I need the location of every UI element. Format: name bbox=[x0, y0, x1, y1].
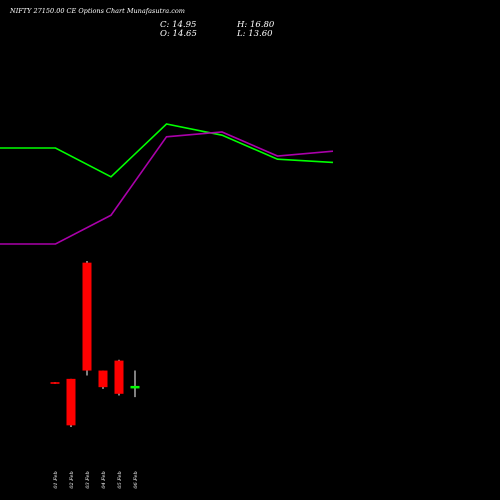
date-label-4: 04 Feb bbox=[101, 471, 107, 488]
date-label-2: 02 Feb bbox=[69, 471, 75, 488]
close-value: C: 14.95 bbox=[160, 20, 197, 30]
indicator-line-2 bbox=[0, 131, 334, 245]
candle-body-1 bbox=[50, 382, 60, 384]
date-label-5: 05 Feb bbox=[117, 471, 123, 488]
date-label-1: 01 Feb bbox=[53, 471, 59, 488]
candle-body-2 bbox=[66, 378, 76, 426]
candle-body-6 bbox=[130, 385, 140, 389]
high-value: H: 16.80 bbox=[237, 20, 275, 30]
low-value: L: 13.60 bbox=[237, 29, 273, 39]
open-value: O: 14.65 bbox=[160, 29, 197, 39]
date-label-3: 03 Feb bbox=[85, 471, 91, 488]
candle-body-4 bbox=[98, 370, 108, 388]
chart-title: NIFTY 27150.00 CE Options Chart Munafasu… bbox=[10, 7, 185, 15]
candle-body-5 bbox=[114, 360, 124, 394]
date-label-6: 06 Feb bbox=[133, 471, 139, 488]
candle-body-3 bbox=[82, 262, 92, 371]
indicator-line-1 bbox=[0, 123, 334, 178]
